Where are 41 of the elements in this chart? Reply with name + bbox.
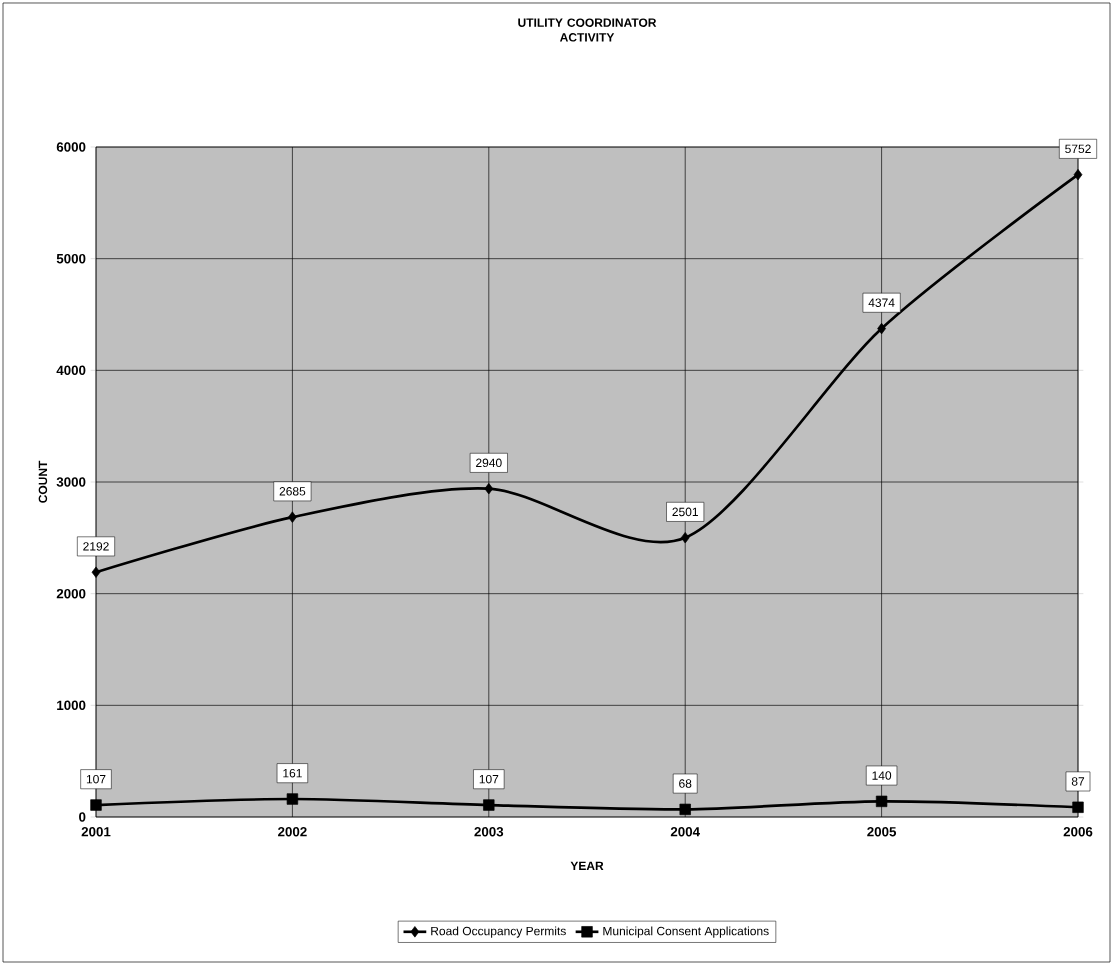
point (1073, 169, 1083, 181)
data-label: 2501 (672, 507, 698, 517)
y-tick-label: 5000 (56, 253, 86, 264)
data-label: 2685 (279, 487, 306, 496)
data-label: 2192 (83, 542, 109, 551)
legend-label: Municipal Consent Applications (603, 926, 769, 938)
legend-label: Road Occupancy Permits (431, 926, 566, 938)
chart-title: UTILITY COORDINATOR ACTIVITY (518, 18, 657, 42)
point (288, 511, 297, 523)
data-label: 87 (1071, 777, 1085, 786)
y-tick-label: 1000 (57, 700, 86, 711)
x-tick-label: 2002 (278, 827, 307, 837)
y-axis-title: COUNT (38, 460, 48, 503)
data-label: 4374 (868, 298, 895, 307)
x-tick-label: 2004 (670, 827, 700, 837)
point (680, 532, 690, 544)
point (91, 566, 101, 578)
x-tick-label: 2003 (474, 827, 504, 837)
point (483, 799, 495, 811)
y-tick-label: 3000 (56, 477, 86, 487)
point (286, 793, 299, 805)
data-label: 107 (86, 774, 106, 784)
point (875, 795, 888, 808)
y-tick-label: 4000 (56, 365, 86, 376)
point (484, 483, 494, 495)
x-tick-label: 2005 (867, 827, 897, 837)
y-tick-label: 2000 (56, 588, 86, 599)
data-label: 140 (872, 771, 892, 780)
point (679, 803, 691, 816)
data-label: 2940 (476, 458, 502, 468)
point (1072, 801, 1084, 813)
data-label: 5752 (1065, 144, 1091, 154)
point (90, 799, 102, 811)
y-tick-label: 0 (79, 812, 86, 822)
data-label: 161 (283, 768, 302, 778)
x-tick-label: 2006 (1063, 827, 1093, 837)
y-tick-label: 6000 (56, 142, 86, 152)
data-label: 107 (479, 774, 499, 784)
data-label: 68 (679, 779, 692, 788)
x-axis-title: YEAR (570, 861, 604, 870)
x-tick-label: 2001 (81, 827, 111, 837)
